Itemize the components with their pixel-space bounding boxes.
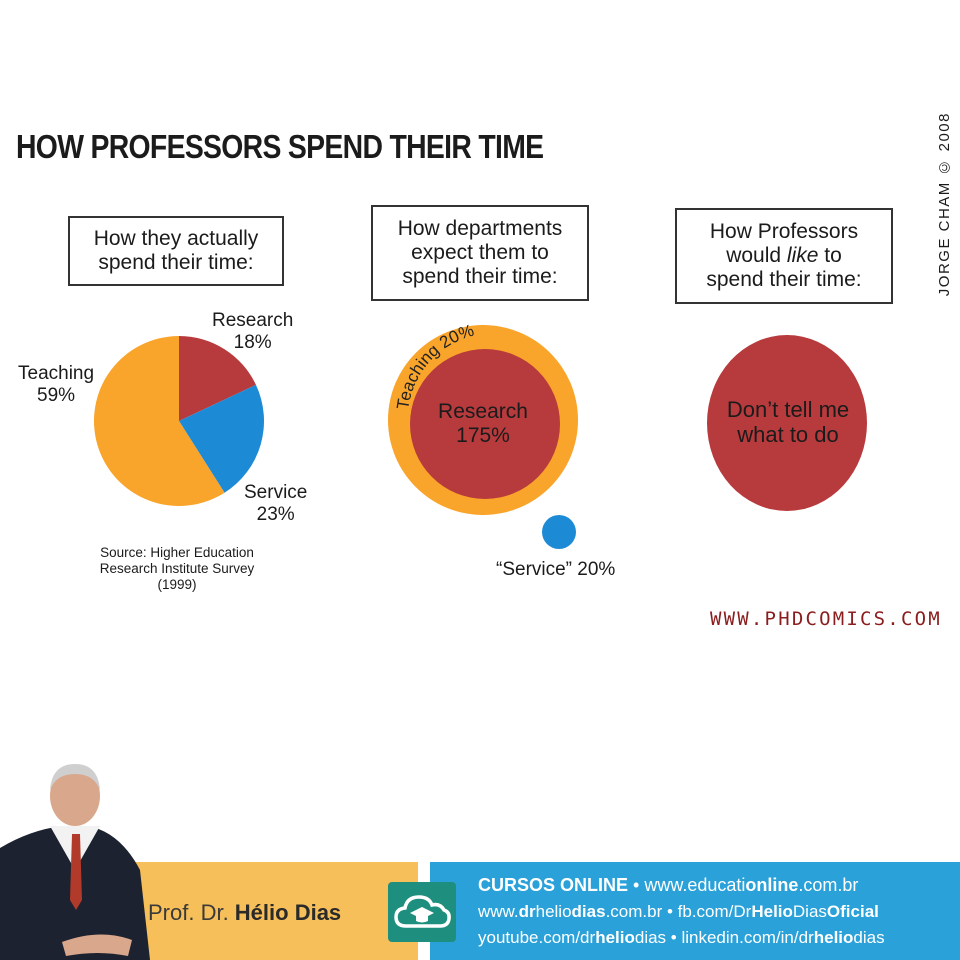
url-part[interactable]: Dias <box>792 902 827 921</box>
panel-1-caption: How they actually spend their time: <box>68 216 284 286</box>
bubble-research <box>410 349 560 499</box>
url-part[interactable]: dr <box>518 902 536 921</box>
url-part[interactable]: online <box>745 875 799 895</box>
panel-2-caption: How departments expect them to spend the… <box>371 205 589 301</box>
name-main: Hélio Dias <box>234 900 342 925</box>
url-part[interactable]: www.educati <box>644 875 746 895</box>
footer-line-web: www.drheliodias.com.br • fb.com/DrHelioD… <box>478 902 879 922</box>
url-part[interactable]: dias <box>634 928 667 947</box>
caption-emphasis: like <box>786 244 819 267</box>
pie-slice-teaching <box>94 336 225 506</box>
footer-line-social: youtube.com/drheliodias • linkedin.com/i… <box>478 928 885 948</box>
charts-canvas: Teaching 20% <box>94 321 867 549</box>
url-part[interactable]: .com.br • fb.com/Dr <box>605 902 752 921</box>
pie-chart-actual <box>94 336 264 506</box>
caption-line: How they actually <box>93 227 259 250</box>
caption-line-mixed: would like to <box>706 244 861 268</box>
caption-line: How Professors <box>709 220 859 243</box>
bubble-chart-expected <box>388 325 578 549</box>
page-title: HOW PROFESSORS SPEND THEIR TIME <box>16 128 544 165</box>
url-part[interactable]: helio <box>535 902 572 921</box>
separator: • <box>628 875 645 895</box>
caption-fragment: would <box>726 244 787 267</box>
bubble-label-service: “Service” 20% <box>496 559 616 580</box>
url-part[interactable]: Helio <box>751 902 793 921</box>
name-prefix: Prof. Dr. <box>148 900 235 925</box>
label-name: Teaching <box>18 363 95 384</box>
caption-line: spend their time: <box>402 265 558 288</box>
label-value: 175% <box>456 424 510 447</box>
avatar <box>0 764 150 960</box>
chart-source: Source: Higher Education Research Instit… <box>90 545 264 593</box>
professor-name: Prof. Dr. Hélio Dias <box>148 900 341 926</box>
pie-chart-wish <box>707 335 867 511</box>
cloud-icon-graphic <box>394 895 451 928</box>
pie-label-wish: Don’t tell me what to do <box>706 397 870 447</box>
pie-slice-service <box>179 384 264 493</box>
label-name: Research <box>438 400 528 423</box>
footer-line-courses: CURSOS ONLINE • www.educationline.com.br <box>478 875 858 896</box>
panel-3-caption: How Professors would like to spend their… <box>675 208 893 304</box>
bubble-label-research: Research 175% <box>423 400 543 448</box>
cloud-graduation-cap-icon <box>388 882 456 942</box>
caption-fragment: to <box>818 244 842 267</box>
pie-label-teaching: Teaching 59% <box>18 363 94 407</box>
url-part[interactable]: • linkedin.com/in/dr <box>666 928 814 947</box>
label-name: Service <box>244 482 308 503</box>
url-part[interactable]: dias <box>853 928 885 947</box>
label-value: 23% <box>256 504 295 525</box>
url-part[interactable]: helio <box>595 928 635 947</box>
caption-line: How departments <box>397 217 563 240</box>
url-part[interactable]: .com.br <box>798 875 859 895</box>
label-value: 59% <box>37 385 76 406</box>
website-url[interactable]: WWW.PHDCOMICS.COM <box>710 608 942 630</box>
courses-label: CURSOS ONLINE <box>478 875 629 895</box>
url-part[interactable]: dias <box>571 902 606 921</box>
caption-line: spend their time: <box>706 268 862 291</box>
url-part[interactable]: Oficial <box>826 902 879 921</box>
pie-label-service: Service 23% <box>244 482 307 526</box>
source-line: (1999) <box>157 577 197 592</box>
url-part[interactable]: youtube.com/dr <box>478 928 596 947</box>
footer-links-band <box>430 862 960 960</box>
label-line: Don’t tell me <box>726 397 850 422</box>
bubble-service <box>542 515 576 549</box>
source-line: Source: Higher Education <box>100 545 254 560</box>
source-line: Research Institute Survey <box>99 561 255 576</box>
url-part[interactable]: helio <box>813 928 854 947</box>
url-part[interactable]: www. <box>478 902 519 921</box>
label-value: 18% <box>233 332 272 353</box>
label-name: Research <box>212 310 294 331</box>
label-line: what to do <box>737 422 839 447</box>
pie-slice-research <box>179 336 256 421</box>
pie-label-research: Research 18% <box>212 310 293 354</box>
caption-line: expect them to <box>411 241 549 264</box>
caption-line: spend their time: <box>98 251 254 274</box>
pie-slice-whole <box>707 335 867 511</box>
